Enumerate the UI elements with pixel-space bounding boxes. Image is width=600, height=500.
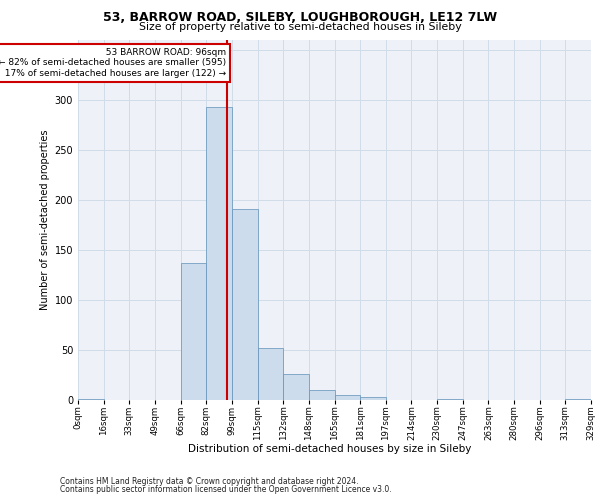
Text: Contains public sector information licensed under the Open Government Licence v3: Contains public sector information licen…: [60, 484, 392, 494]
Text: 53, BARROW ROAD, SILEBY, LOUGHBOROUGH, LE12 7LW: 53, BARROW ROAD, SILEBY, LOUGHBOROUGH, L…: [103, 11, 497, 24]
Bar: [283, 374, 309, 400]
Text: Contains HM Land Registry data © Crown copyright and database right 2024.: Contains HM Land Registry data © Crown c…: [60, 477, 359, 486]
Bar: [335, 395, 360, 400]
Y-axis label: Number of semi-detached properties: Number of semi-detached properties: [40, 130, 50, 310]
Bar: [78, 399, 104, 400]
Bar: [437, 399, 463, 400]
Bar: [206, 107, 232, 400]
Bar: [565, 399, 591, 400]
Text: 53 BARROW ROAD: 96sqm
← 82% of semi-detached houses are smaller (595)
  17% of s: 53 BARROW ROAD: 96sqm ← 82% of semi-deta…: [0, 48, 226, 78]
Bar: [232, 209, 257, 400]
Text: Distribution of semi-detached houses by size in Sileby: Distribution of semi-detached houses by …: [188, 444, 472, 454]
Bar: [309, 390, 335, 400]
Bar: [360, 397, 386, 400]
Bar: [257, 348, 283, 400]
Text: Size of property relative to semi-detached houses in Sileby: Size of property relative to semi-detach…: [139, 22, 461, 32]
Bar: [181, 263, 206, 400]
